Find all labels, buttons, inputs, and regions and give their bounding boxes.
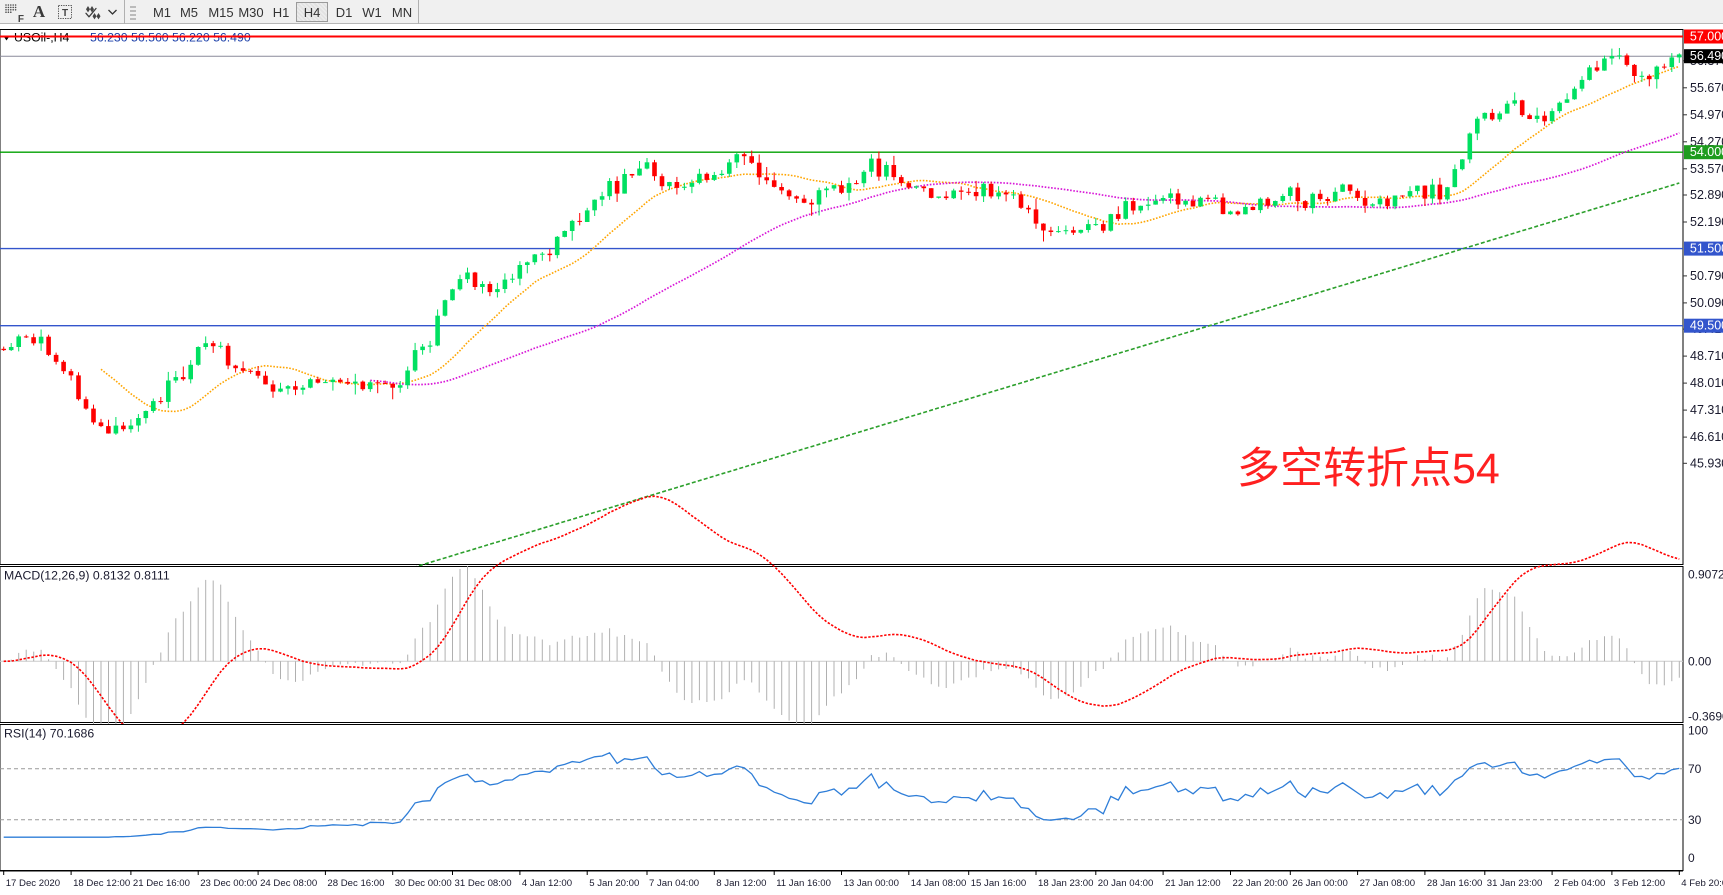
svg-text:7 Jan 04:00: 7 Jan 04:00 xyxy=(649,878,699,889)
svg-text:53.570: 53.570 xyxy=(1690,162,1723,176)
svg-text:15 Jan 16:00: 15 Jan 16:00 xyxy=(971,878,1026,889)
svg-text:28 Jan 16:00: 28 Jan 16:00 xyxy=(1427,878,1482,889)
svg-text:50.790: 50.790 xyxy=(1690,269,1723,283)
svg-text:20 Jan 04:00: 20 Jan 04:00 xyxy=(1098,878,1153,889)
svg-text:4 Jan 12:00: 4 Jan 12:00 xyxy=(522,878,572,889)
svg-text:14 Jan 08:00: 14 Jan 08:00 xyxy=(911,878,966,889)
svg-text:21 Jan 12:00: 21 Jan 12:00 xyxy=(1165,878,1220,889)
svg-text:30: 30 xyxy=(1688,813,1702,827)
svg-text:48.710: 48.710 xyxy=(1690,349,1723,363)
svg-text:52.890: 52.890 xyxy=(1690,188,1723,202)
svg-text:0.00: 0.00 xyxy=(1688,654,1712,668)
svg-text:52.190: 52.190 xyxy=(1690,215,1723,229)
svg-text:22 Jan 20:00: 22 Jan 20:00 xyxy=(1233,878,1288,889)
svg-text:24 Dec 08:00: 24 Dec 08:00 xyxy=(260,878,317,889)
svg-text:5 Jan 20:00: 5 Jan 20:00 xyxy=(589,878,639,889)
svg-text:T: T xyxy=(61,8,67,19)
svg-text:23 Dec 00:00: 23 Dec 00:00 xyxy=(200,878,257,889)
svg-text:50.090: 50.090 xyxy=(1690,296,1723,310)
svg-text:18 Jan 23:00: 18 Jan 23:00 xyxy=(1038,878,1093,889)
svg-text:0.9072: 0.9072 xyxy=(1688,568,1723,582)
svg-text:51.500: 51.500 xyxy=(1690,242,1723,256)
svg-text:70: 70 xyxy=(1688,762,1702,776)
svg-text:RSI(14) 70.1686: RSI(14) 70.1686 xyxy=(4,727,94,741)
svg-text:31 Jan 23:00: 31 Jan 23:00 xyxy=(1487,878,1542,889)
svg-text:46.610: 46.610 xyxy=(1690,430,1723,444)
svg-text:54.000: 54.000 xyxy=(1690,145,1723,159)
svg-text:55.670: 55.670 xyxy=(1690,81,1723,95)
svg-text:54.970: 54.970 xyxy=(1690,108,1723,122)
svg-text:45.930: 45.930 xyxy=(1690,456,1723,470)
svg-text:MACD(12,26,9) 0.8132 0.8111: MACD(12,26,9) 0.8132 0.8111 xyxy=(4,569,170,583)
svg-text:26 Jan 00:00: 26 Jan 00:00 xyxy=(1292,878,1347,889)
svg-text:47.310: 47.310 xyxy=(1690,403,1723,417)
svg-text:21 Dec 16:00: 21 Dec 16:00 xyxy=(133,878,190,889)
svg-text:17 Dec 2020: 17 Dec 2020 xyxy=(6,878,60,889)
svg-text:49.500: 49.500 xyxy=(1690,319,1723,333)
svg-text:18 Dec 12:00: 18 Dec 12:00 xyxy=(73,878,130,889)
svg-text:11 Jan 16:00: 11 Jan 16:00 xyxy=(776,878,831,889)
svg-text:多空转折点54: 多空转折点54 xyxy=(1237,445,1500,493)
svg-text:4 Feb 20:00: 4 Feb 20:00 xyxy=(1681,878,1723,889)
svg-text:57.000: 57.000 xyxy=(1690,30,1723,44)
svg-text:13 Jan 00:00: 13 Jan 00:00 xyxy=(844,878,899,889)
svg-text:27 Jan 08:00: 27 Jan 08:00 xyxy=(1360,878,1415,889)
svg-text:31 Dec 08:00: 31 Dec 08:00 xyxy=(455,878,512,889)
svg-text:30 Dec 00:00: 30 Dec 00:00 xyxy=(395,878,452,889)
svg-text:2 Feb 04:00: 2 Feb 04:00 xyxy=(1554,878,1605,889)
svg-text:56.490: 56.490 xyxy=(1690,49,1723,63)
svg-text:48.010: 48.010 xyxy=(1690,376,1723,390)
svg-text:28 Dec 16:00: 28 Dec 16:00 xyxy=(327,878,384,889)
svg-text:-0.3690: -0.3690 xyxy=(1688,710,1723,724)
svg-text:0: 0 xyxy=(1688,851,1695,865)
svg-text:8 Jan 12:00: 8 Jan 12:00 xyxy=(716,878,766,889)
svg-text:3 Feb 12:00: 3 Feb 12:00 xyxy=(1614,878,1665,889)
svg-text:100: 100 xyxy=(1688,724,1708,738)
